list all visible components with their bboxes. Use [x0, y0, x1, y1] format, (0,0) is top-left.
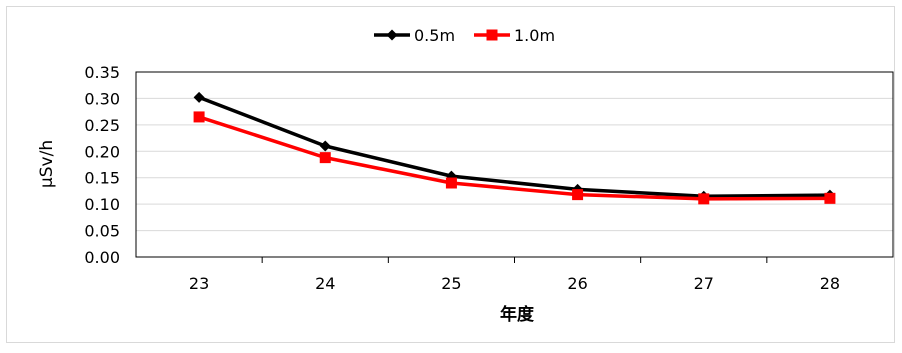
- series-line-1.0m: [198, 115, 830, 201]
- series-layer: [193, 91, 836, 205]
- y-tick-label-0.20: 0.20: [84, 142, 120, 161]
- x-tick-label-28: 28: [820, 274, 840, 293]
- y-tick-label-0.25: 0.25: [84, 116, 120, 135]
- y-tick-label-0.15: 0.15: [84, 169, 120, 188]
- x-tick-label-25: 25: [441, 274, 461, 293]
- legend-marker-0.5m: [386, 29, 398, 41]
- data-point-0.5m-24: [319, 140, 331, 152]
- y-axis-title: μSv/h: [37, 140, 57, 188]
- data-point-1.0m-23: [193, 111, 205, 123]
- x-axis-tick-labels: 23 24 25 26 27 28: [189, 274, 840, 293]
- gridlines: [136, 97, 893, 232]
- series-1.0m: [193, 111, 836, 205]
- x-axis-title: 年度: [500, 304, 535, 325]
- x-axis-ticks: [261, 257, 768, 263]
- x-tick-label-24: 24: [315, 274, 335, 293]
- legend: 0.5m 1.0m: [374, 26, 555, 45]
- x-tick-label-23: 23: [189, 274, 209, 293]
- y-tick-label-0.10: 0.10: [84, 195, 120, 214]
- data-point-1.0m-24: [319, 152, 331, 164]
- y-axis-tick-labels: 0.00 0.05 0.10 0.15 0.20 0.25 0.30 0.35: [84, 63, 120, 267]
- data-point-1.0m-25: [445, 177, 457, 189]
- legend-item-0.5m: 0.5m: [374, 26, 455, 45]
- x-tick-label-26: 26: [567, 274, 587, 293]
- data-point-1.0m-27: [698, 193, 710, 205]
- data-point-1.0m-26: [572, 189, 584, 201]
- y-tick-label-0.30: 0.30: [84, 89, 120, 108]
- x-tick-label-27: 27: [694, 274, 714, 293]
- data-point-0.5m-23: [193, 91, 205, 103]
- y-tick-label-0.35: 0.35: [84, 63, 120, 82]
- y-tick-label-0.00: 0.00: [84, 248, 120, 267]
- legend-marker-1.0m: [486, 29, 498, 41]
- legend-label-0.5m: 0.5m: [414, 26, 455, 45]
- data-point-1.0m-28: [824, 192, 836, 204]
- series-line-0.5m: [198, 95, 830, 198]
- legend-item-1.0m: 1.0m: [474, 26, 555, 45]
- y-tick-label-0.05: 0.05: [84, 222, 120, 241]
- legend-label-1.0m: 1.0m: [514, 26, 555, 45]
